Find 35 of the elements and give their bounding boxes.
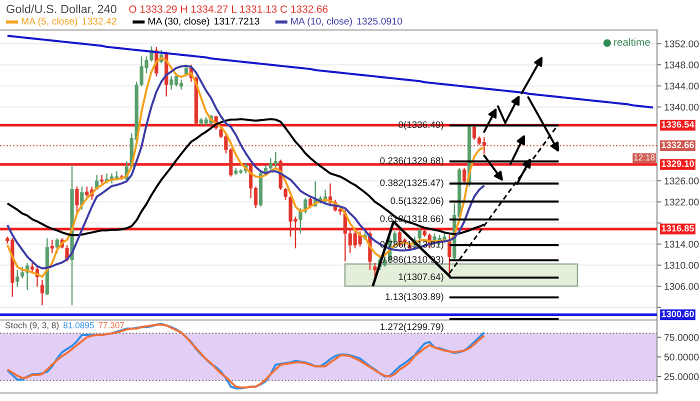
y-tick-label: 50.0000 <box>664 354 699 361</box>
ref-line-label: 1332.66 <box>662 142 694 148</box>
annotation: 12:18 <box>634 154 655 160</box>
ref-line-label: 1300.60 <box>662 310 694 318</box>
ref-line-label: 1336.54 <box>662 121 694 128</box>
y-tick-label: 1344.00 <box>664 82 699 90</box>
y-tick-label: 1326.00 <box>664 178 699 184</box>
y-tick-label: 75.0000 <box>664 334 699 341</box>
series-label: 0.5(1322.06) <box>390 197 444 206</box>
annotation: realtime <box>614 38 650 46</box>
series-label: 0.382(1325.47) <box>380 179 444 188</box>
annotation: 77.307 <box>98 322 124 328</box>
text: 1332.42 <box>82 18 116 25</box>
y-tick-label: 1340.00 <box>664 104 699 111</box>
text: O 1333.29 H 1334.27 L 1331.13 C 1332.66 <box>129 5 328 13</box>
y-tick-label: 1322.00 <box>664 198 699 206</box>
text: 1325.0910 <box>357 18 402 25</box>
series-label: 1.272(1299.79) <box>380 323 444 332</box>
series-label: 1(1307.64) <box>398 273 444 282</box>
chart-title: Stoch (9, 3, 8) <box>5 322 59 330</box>
text: 1317.7213 <box>214 18 260 25</box>
annotation: 81.0895 <box>64 322 94 328</box>
ref-line-label: 1316.85 <box>662 225 694 232</box>
y-tick-label: 1348.00 <box>664 62 699 68</box>
legend-label: MA (10, close) <box>291 17 352 27</box>
y-tick-label: 1306.00 <box>664 282 699 290</box>
legend-label: MA (30, close) <box>148 17 210 27</box>
y-tick-label: 1310.00 <box>664 262 699 269</box>
legend-label: MA (5, close) <box>22 17 78 27</box>
ref-line-label: 1329.10 <box>662 160 694 167</box>
y-tick-label: 1314.00 <box>664 240 699 248</box>
series-label: 1.13(1303.89) <box>386 292 444 302</box>
chart-title: Gold/U.S. Dollar, 240 <box>6 4 116 15</box>
y-tick-label: 1352.00 <box>664 40 699 48</box>
y-tick-label: 25.0000 <box>664 373 699 380</box>
